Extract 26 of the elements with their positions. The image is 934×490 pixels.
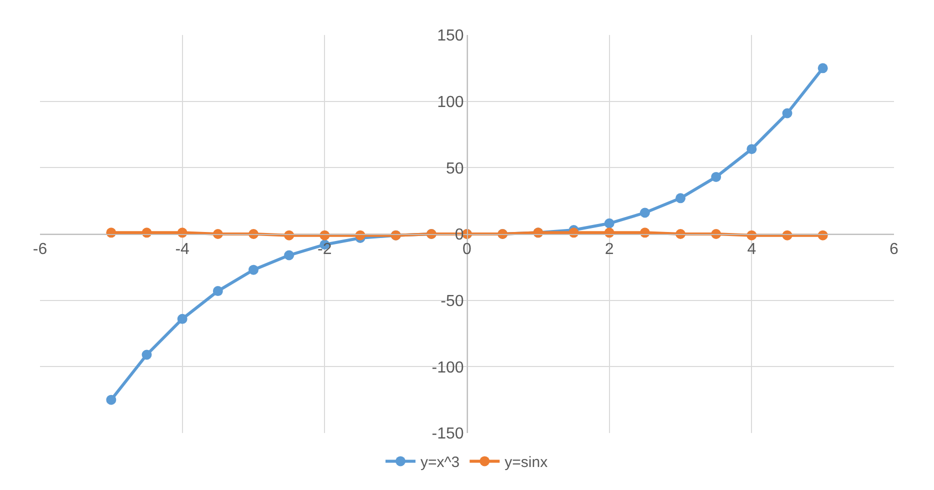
- point: [142, 350, 152, 360]
- legend-label: y=x^3: [420, 454, 460, 472]
- point: [284, 250, 294, 260]
- point: [746, 144, 757, 154]
- y-tick-label: 50: [446, 160, 464, 178]
- y-tick-label: 150: [437, 28, 464, 45]
- point: [676, 193, 686, 204]
- y-tick-label: -100: [432, 359, 464, 376]
- point: [604, 218, 614, 228]
- x-tick-label: -4: [175, 241, 190, 258]
- point: [106, 394, 116, 405]
- point: [782, 108, 792, 118]
- y-tick-label: -50: [440, 292, 464, 310]
- point: [212, 286, 223, 296]
- x-tick-label: -6: [32, 241, 48, 258]
- x-tick-label: 2: [604, 241, 614, 258]
- x-tick-label: 4: [747, 241, 756, 258]
- y-tick-label: 100: [437, 94, 464, 111]
- point: [248, 264, 258, 275]
- y-tick-label: -150: [432, 426, 464, 443]
- point: [711, 172, 722, 182]
- point: [818, 63, 828, 74]
- legend-label: y=sinx: [504, 454, 548, 472]
- point: [177, 314, 188, 324]
- point: [640, 208, 650, 218]
- x-tick-label: 6: [890, 241, 899, 258]
